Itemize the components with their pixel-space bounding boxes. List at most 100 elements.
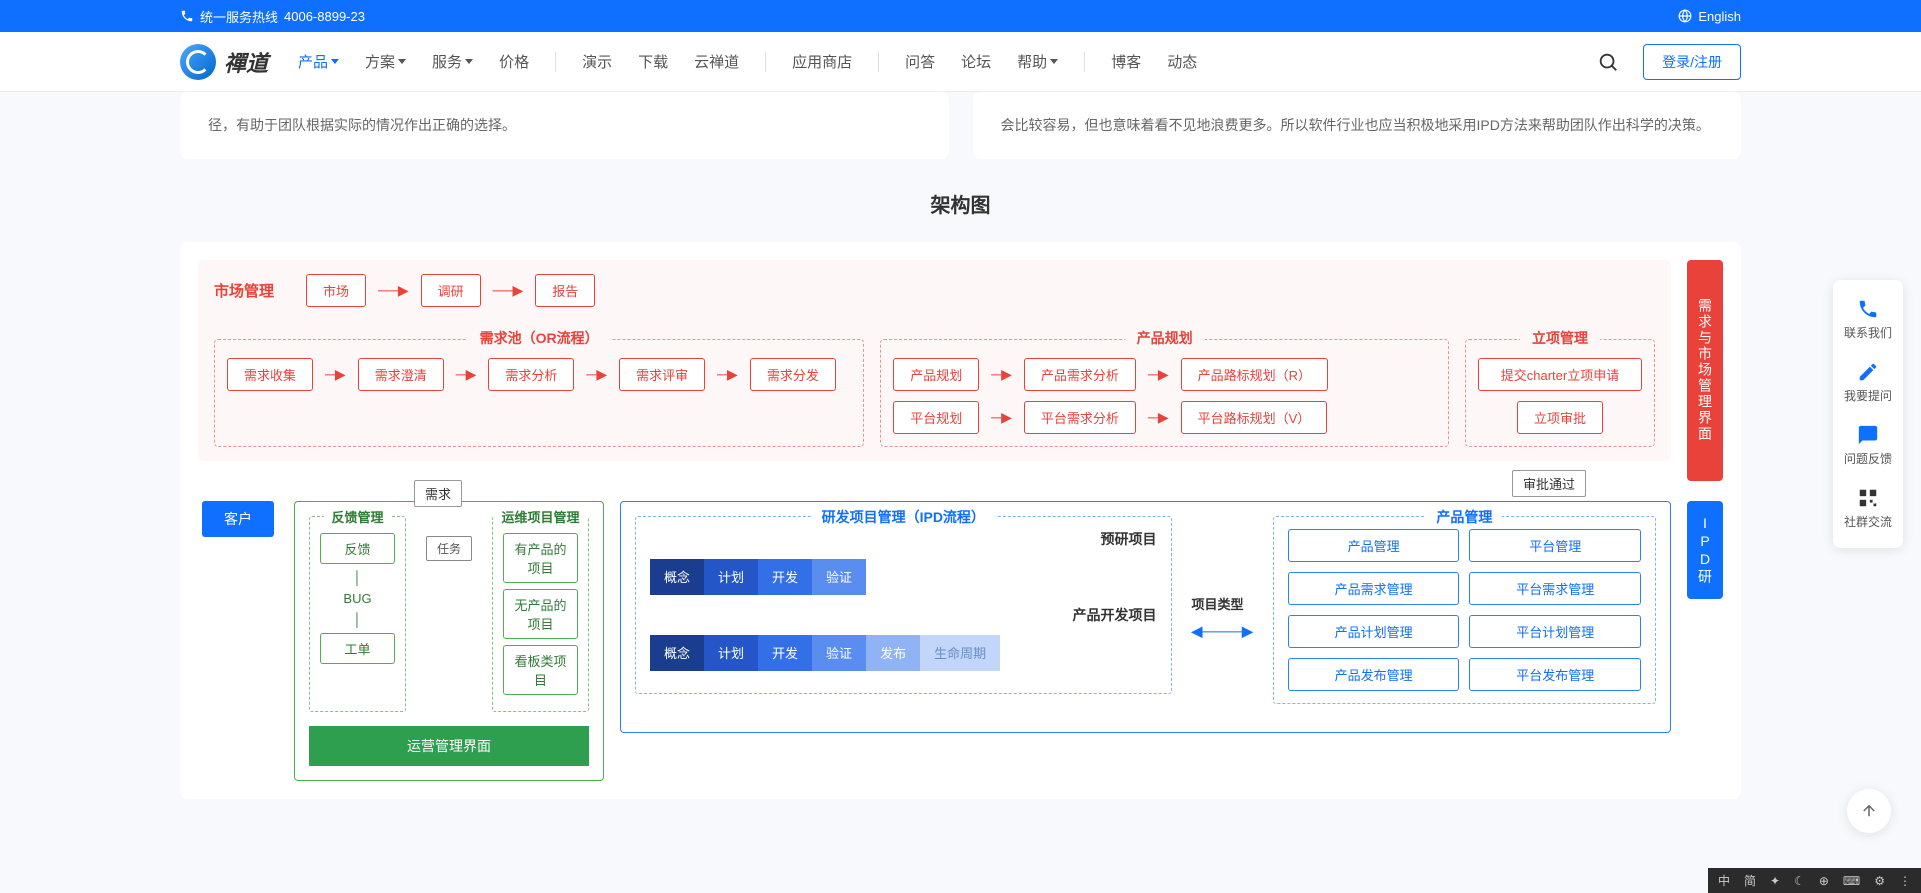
- market-box: 调研: [421, 274, 481, 307]
- feedback-title: 反馈管理: [323, 507, 391, 526]
- ime-bar: 中 简 ✦ ☾ ⊕ ⌨ ⚙ ⋮: [1708, 868, 1921, 893]
- nav-separator: [555, 52, 556, 72]
- plan-box: 平台规划: [893, 401, 979, 434]
- nav-forum[interactable]: 论坛: [961, 51, 991, 72]
- nav-blog[interactable]: 博客: [1111, 51, 1141, 72]
- market-label: 市场管理: [214, 280, 274, 301]
- nav-separator: [878, 52, 879, 72]
- req-box: 需求澄清: [358, 358, 444, 391]
- ime-icon[interactable]: ⌨: [1843, 874, 1860, 888]
- hotline: 统一服务热线 4006-8899-23: [180, 7, 365, 26]
- pm-box: 产品发布管理: [1288, 658, 1460, 691]
- login-button[interactable]: 登录/注册: [1643, 44, 1741, 80]
- req-box: 需求分析: [488, 358, 574, 391]
- qr-icon: [1857, 487, 1879, 509]
- chevron-down-icon: [331, 59, 339, 64]
- ime-icon[interactable]: ⊕: [1819, 874, 1829, 888]
- architecture-diagram: 市场管理 市场 ──▶ 调研 ──▶ 报告 需求池（OR流程） 需求收集─▶: [180, 242, 1741, 799]
- ops-section: 反馈管理 反馈 │ BUG │ 工单 任务 运维项目管理 有产品的项目: [294, 501, 604, 781]
- feedback-box: 反馈: [320, 533, 395, 564]
- pm-box: 产品计划管理: [1288, 615, 1460, 648]
- prod-mgmt-title: 产品管理: [1426, 507, 1502, 527]
- side-community[interactable]: 社群交流: [1833, 477, 1903, 540]
- req-box: 需求分发: [750, 358, 836, 391]
- side-contact[interactable]: 联系我们: [1833, 288, 1903, 351]
- ops-box: 看板类项目: [503, 645, 578, 695]
- req-box: 需求评审: [619, 358, 705, 391]
- info-card-left: 径，有助于团队根据实际的情况作出正确的选择。: [180, 92, 949, 159]
- edge-label-req: 需求: [414, 480, 462, 507]
- nav-cloud[interactable]: 云禅道: [694, 51, 739, 72]
- pm-box: 平台需求管理: [1469, 572, 1641, 605]
- ops-box: 有产品的项目: [503, 533, 578, 583]
- pm-box: 平台计划管理: [1469, 615, 1641, 648]
- globe-icon: [1678, 9, 1692, 23]
- nav-solution[interactable]: 方案: [365, 51, 406, 72]
- nav-store[interactable]: 应用商店: [792, 51, 852, 72]
- ops-title: 运维项目管理: [494, 507, 588, 526]
- proj-type-label: 项目类型: [1192, 594, 1253, 613]
- nav-news[interactable]: 动态: [1167, 51, 1197, 72]
- ime-icon[interactable]: ⋮: [1899, 874, 1911, 888]
- arrow-right-icon: ──▶: [493, 282, 524, 299]
- side-feedback[interactable]: 问题反馈: [1833, 414, 1903, 477]
- main-nav: 禪道 产品 方案 服务 价格 演示 下载 云禅道 应用商店 问答 论坛 帮助 博…: [0, 32, 1921, 92]
- ime-lang[interactable]: 中: [1718, 872, 1730, 889]
- nav-product[interactable]: 产品: [298, 51, 339, 72]
- nav-service[interactable]: 服务: [432, 51, 473, 72]
- nav-qa[interactable]: 问答: [905, 51, 935, 72]
- chevron-down-icon: [465, 59, 473, 64]
- req-box: 需求收集: [227, 358, 313, 391]
- right-label-blue: IPD研: [1687, 501, 1723, 599]
- market-box: 市场: [306, 274, 366, 307]
- arrow-up-icon: [1860, 802, 1878, 820]
- ime-icon[interactable]: ⚙: [1874, 874, 1885, 888]
- nav-download[interactable]: 下载: [638, 51, 668, 72]
- pm-box: 产品需求管理: [1288, 572, 1460, 605]
- lang-switch[interactable]: English: [1678, 9, 1741, 24]
- nav-separator: [765, 52, 766, 72]
- nav-help[interactable]: 帮助: [1017, 51, 1058, 72]
- search-icon[interactable]: [1597, 51, 1619, 73]
- customer-box: 客户: [202, 501, 274, 537]
- prod-plan-title: 产品规划: [1125, 328, 1205, 348]
- edge-label-approve: 审批通过: [1512, 470, 1586, 497]
- phone-icon: [180, 9, 194, 23]
- hotline-label: 统一服务热线: [200, 7, 278, 26]
- req-pool-title: 需求池（OR流程）: [468, 328, 611, 348]
- plan-box: 产品规划: [893, 358, 979, 391]
- side-ask[interactable]: 我要提问: [1833, 351, 1903, 414]
- topbar: 统一服务热线 4006-8899-23 English: [0, 0, 1921, 32]
- market-box: 报告: [535, 274, 595, 307]
- dev-project-label: 产品开发项目: [650, 605, 1157, 625]
- ime-icon[interactable]: ✦: [1770, 874, 1780, 888]
- edit-icon: [1857, 361, 1879, 383]
- ime-mode[interactable]: 简: [1744, 872, 1756, 889]
- phone-icon: [1857, 298, 1879, 320]
- right-label-red: 需求与市场管理界面: [1687, 260, 1723, 481]
- chevron-down-icon: [398, 59, 406, 64]
- setup-box: 立项审批: [1517, 401, 1603, 434]
- plan-box: 平台路标规划（V）: [1181, 401, 1328, 434]
- lang-label: English: [1698, 9, 1741, 24]
- ops-footer: 运营管理界面: [309, 726, 589, 766]
- ipd-section: 研发项目管理（IPD流程） 预研项目 概念 计划 开发 验证 产品开发项目 概念: [620, 501, 1671, 733]
- pm-box: 平台发布管理: [1469, 658, 1641, 691]
- plan-box: 平台需求分析: [1024, 401, 1136, 434]
- plan-box: 产品路标规划（R）: [1181, 358, 1328, 391]
- chat-icon: [1857, 424, 1879, 446]
- funnel-pre: 概念 计划 开发 验证: [650, 559, 1157, 595]
- back-to-top[interactable]: [1847, 789, 1891, 833]
- nav-demo[interactable]: 演示: [582, 51, 612, 72]
- nav-price[interactable]: 价格: [499, 51, 529, 72]
- pre-project-label: 预研项目: [650, 529, 1157, 549]
- proj-setup-title: 立项管理: [1520, 328, 1600, 348]
- pm-box: 平台管理: [1469, 529, 1641, 562]
- ime-icon[interactable]: ☾: [1794, 874, 1805, 888]
- logo[interactable]: 禪道: [180, 44, 268, 80]
- arrow-bi-icon: ◀────▶: [1192, 623, 1253, 640]
- logo-text: 禪道: [224, 46, 268, 78]
- setup-box: 提交charter立项申请: [1478, 358, 1642, 391]
- arrow-right-icon: ──▶: [378, 282, 409, 299]
- chevron-down-icon: [1050, 59, 1058, 64]
